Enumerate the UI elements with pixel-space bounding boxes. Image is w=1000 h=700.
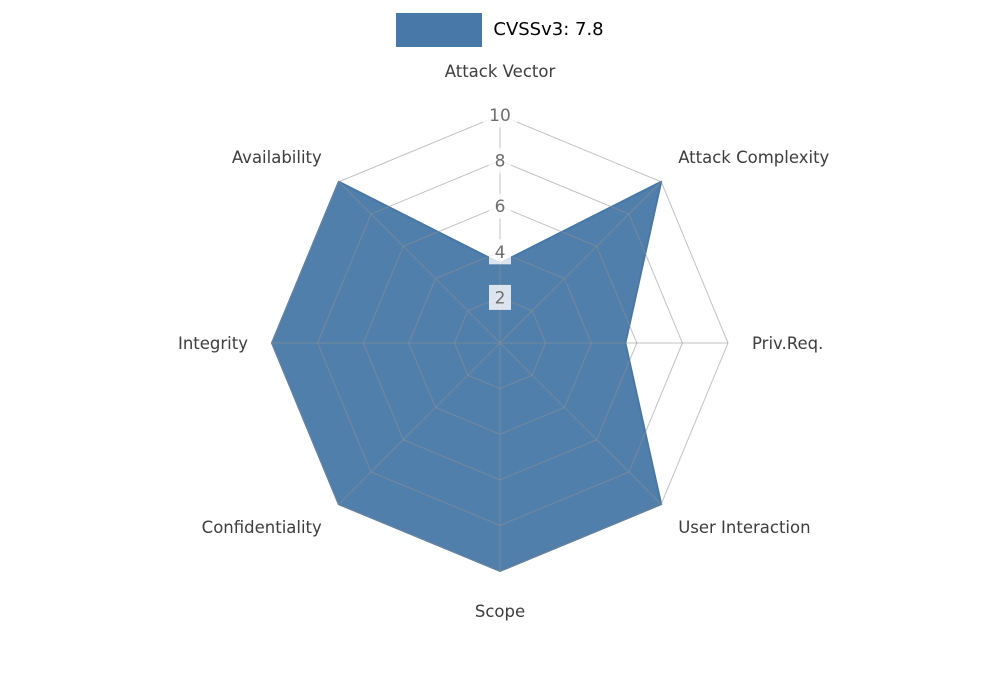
tick-label-6: 6 — [495, 197, 506, 217]
axis-label-attack-vector: Attack Vector — [445, 62, 556, 81]
axis-label-scope: Scope — [475, 602, 525, 621]
axis-label-attack-complexity: Attack Complexity — [678, 148, 829, 167]
axis-label-integrity: Integrity — [178, 334, 248, 353]
legend-label: CVSSv3: 7.8 — [493, 19, 604, 40]
axis-spoke-user-interaction — [499, 342, 662, 505]
tick-box-8 — [489, 148, 511, 174]
tick-label-4: 4 — [495, 243, 506, 263]
axis-label-confidentiality: Confidentiality — [202, 518, 322, 537]
axis-label-user-interaction: User Interaction — [678, 518, 810, 537]
legend: CVSSv3: 7.8 — [0, 13, 1000, 47]
tick-box-10 — [483, 102, 517, 128]
tick-label-8: 8 — [495, 152, 506, 172]
tick-box-6 — [489, 193, 511, 219]
axis-label-priv-req: Priv.Req. — [752, 334, 823, 353]
legend-swatch — [396, 13, 483, 47]
axis-label-availability: Availability — [232, 148, 322, 167]
tick-box-2 — [489, 284, 511, 310]
tick-label-10: 10 — [489, 106, 511, 126]
tick-box-4 — [489, 239, 511, 265]
axis-spoke-availability — [338, 181, 501, 344]
axis-spoke-attack-complexity — [499, 181, 662, 344]
axis-spoke-confidentiality — [338, 342, 501, 505]
tick-label-2: 2 — [495, 288, 506, 308]
